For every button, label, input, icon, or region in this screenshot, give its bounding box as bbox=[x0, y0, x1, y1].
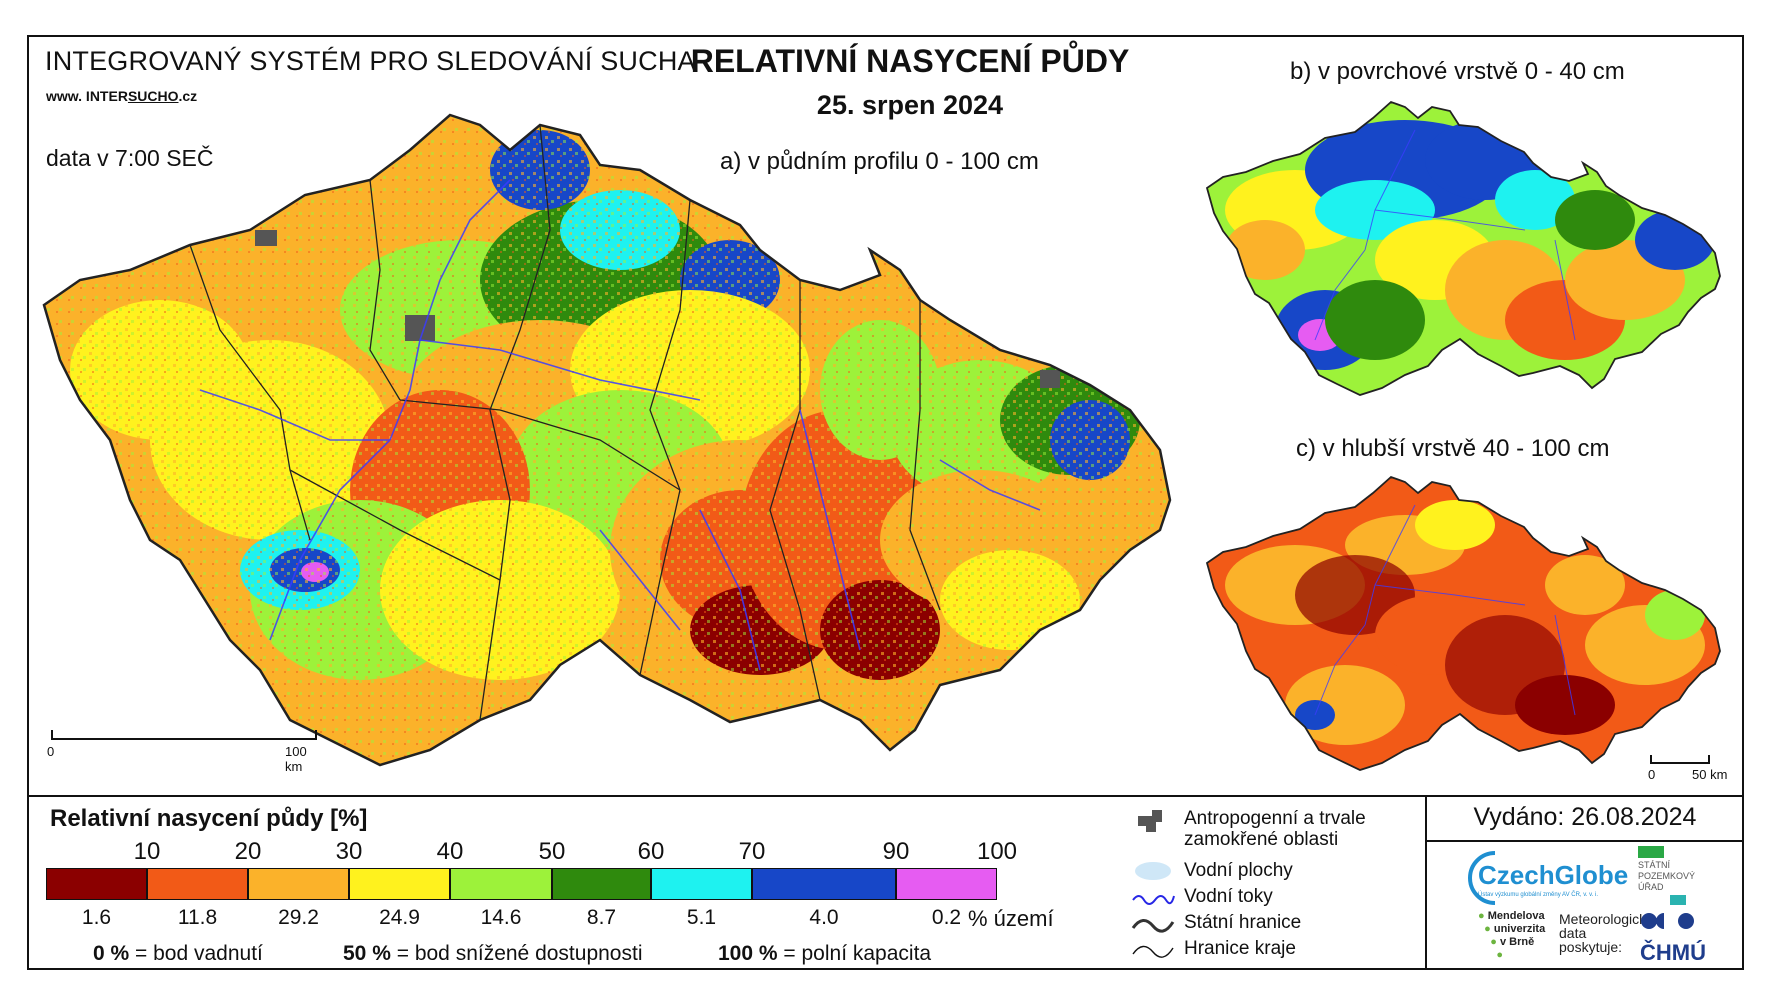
legend-share-4: 14.6 bbox=[480, 906, 522, 929]
url-prefix: www. INTER bbox=[46, 88, 128, 104]
map-b-surface-layer bbox=[1205, 100, 1721, 396]
legend-tick-3: 40 bbox=[436, 838, 464, 865]
scale-small-start: 0 bbox=[1648, 767, 1656, 782]
legend-tick-2: 30 bbox=[335, 838, 363, 865]
legend-share-1: 11.8 bbox=[177, 906, 218, 929]
scale-small-end: 50 km bbox=[1692, 767, 1728, 782]
legend-color-6 bbox=[651, 868, 752, 900]
url-mid: SUCHO bbox=[127, 88, 179, 104]
legend-color-4 bbox=[450, 868, 552, 900]
legend-color-3 bbox=[349, 868, 450, 900]
legend-share-7: 4.0 bbox=[809, 906, 839, 929]
legend-tick-1: 20 bbox=[234, 838, 262, 865]
legend-color-2 bbox=[248, 868, 349, 900]
map-title: RELATIVNÍ NASYCENÍ PŮDY bbox=[690, 43, 1130, 79]
legend-color-0 bbox=[46, 868, 147, 900]
legend-color-5 bbox=[552, 868, 651, 900]
scale-main-start: 0 bbox=[47, 744, 55, 759]
share-unit: % území bbox=[968, 906, 1054, 931]
legend-share-3: 24.9 bbox=[379, 906, 420, 929]
map-a-label: a) v půdním profilu 0 - 100 cm bbox=[720, 148, 1039, 175]
legend-tick-8: 100 bbox=[976, 838, 1018, 865]
state-border-icon bbox=[1131, 919, 1175, 933]
legend-anthropogenic: Antropogenní a trvale zamokřené oblasti bbox=[1184, 808, 1366, 850]
legend-color-8 bbox=[896, 868, 997, 900]
legend-share-2: 29.2 bbox=[278, 906, 319, 929]
czechglobe-logo bbox=[1468, 851, 1496, 905]
legend-share-0: 1.6 bbox=[81, 906, 112, 929]
legend-share-8: 0.2 bbox=[931, 906, 962, 929]
legend-color-1 bbox=[147, 868, 248, 900]
scale-bar-small: 0 50 km bbox=[1648, 755, 1738, 785]
map-c-deep-layer bbox=[1205, 475, 1721, 771]
footnote-capacity: 100 % = polní kapacita bbox=[718, 942, 932, 965]
legend-share-5: 8.7 bbox=[586, 906, 617, 929]
anthropogenic-icon bbox=[1138, 810, 1162, 832]
issued-separator bbox=[1425, 840, 1744, 842]
czechglobe-subtitle: Ústav výzkumu globální změny AV ČR, v. v… bbox=[1478, 892, 1599, 898]
footnote-wilting: 0 % = bod vadnutí bbox=[93, 942, 263, 965]
water-bodies-icon bbox=[1135, 862, 1171, 880]
footnote-reduced: 50 % = bod snížené dostupnosti bbox=[343, 942, 643, 965]
website-url[interactable]: www. INTERSUCHO.cz bbox=[46, 88, 197, 104]
legend-water-bodies: Vodní plochy bbox=[1184, 860, 1293, 881]
map-date: 25. srpen 2024 bbox=[816, 90, 1004, 120]
map-b-label: b) v povrchové vrstvě 0 - 40 cm bbox=[1290, 58, 1625, 85]
chmu-logo-icon bbox=[1641, 913, 1694, 929]
url-suffix: .cz bbox=[178, 88, 198, 104]
scale-bar-main: 0 100 km bbox=[45, 730, 325, 774]
legend-tick-7: 90 bbox=[882, 838, 910, 865]
system-name: INTEGROVANÝ SYSTÉM PRO SLEDOVÁNÍ SUCHA bbox=[45, 46, 696, 76]
legend-panel bbox=[27, 795, 1744, 972]
region-border-icon bbox=[1132, 945, 1174, 958]
legend-tick-0: 10 bbox=[133, 838, 161, 865]
map-a-soil-profile bbox=[42, 113, 1172, 767]
legend-tick-5: 60 bbox=[637, 838, 665, 865]
legend-state-border: Státní hranice bbox=[1184, 912, 1302, 933]
mendel-university: ● Mendelova ● univerzita ● v Brně ● bbox=[1478, 910, 1546, 961]
legend-color-7 bbox=[752, 868, 896, 900]
map-c-label: c) v hlubší vrstvě 40 - 100 cm bbox=[1296, 435, 1610, 462]
meteo-data-provider: Meteorologická data poskytuje: bbox=[1559, 911, 1654, 955]
czechglobe-name: CzechGlobe bbox=[1478, 860, 1629, 890]
chmu-logo: ČHMÚ bbox=[1640, 940, 1706, 965]
legend-tick-4: 50 bbox=[538, 838, 566, 865]
legend-separator bbox=[1425, 795, 1427, 970]
rivers-icon bbox=[1132, 895, 1175, 905]
issued-date: Vydáno: 26.08.2024 bbox=[1473, 803, 1697, 831]
spu-logo: STÁTNÍ POZEMKOVÝ ÚŘAD bbox=[1638, 846, 1695, 905]
legend-tick-6: 70 bbox=[738, 838, 766, 865]
legend-title: Relativní nasycení půdy [%] bbox=[50, 805, 368, 832]
legend-rivers: Vodní toky bbox=[1184, 886, 1273, 907]
legend-region-border: Hranice kraje bbox=[1184, 938, 1296, 959]
scale-main-end: 100 km bbox=[285, 744, 307, 774]
legend-share-6: 5.1 bbox=[686, 906, 717, 929]
data-time: data v 7:00 SEČ bbox=[46, 145, 214, 171]
